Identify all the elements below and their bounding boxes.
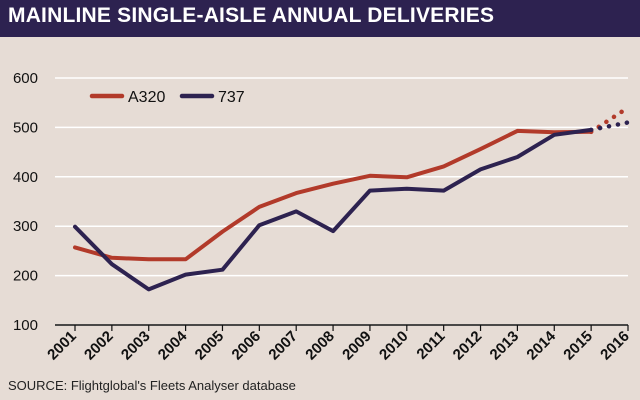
x-tick-label: 2011 bbox=[413, 328, 448, 363]
x-tick-label: 2009 bbox=[339, 328, 375, 364]
x-tick-label: 2016 bbox=[597, 328, 633, 364]
x-tick-label: 2002 bbox=[81, 328, 117, 364]
x-tick-label: 2003 bbox=[118, 328, 154, 364]
x-tick-label: 2006 bbox=[229, 328, 265, 364]
x-tick-label: 2010 bbox=[376, 328, 412, 364]
series-projection-a320 bbox=[588, 105, 631, 135]
series-projection-737 bbox=[588, 120, 631, 133]
legend-label-737: 737 bbox=[218, 89, 245, 106]
x-tick-label: 2013 bbox=[487, 328, 523, 364]
series-line-a320 bbox=[73, 128, 594, 262]
x-tick-label: 2001 bbox=[44, 328, 80, 364]
title-bar: MAINLINE SINGLE-AISLE ANNUAL DELIVERIES bbox=[0, 0, 640, 37]
y-tick-label: 300 bbox=[13, 218, 38, 235]
y-tick-label: 200 bbox=[13, 268, 38, 285]
x-tick-label: 2008 bbox=[302, 328, 338, 364]
x-tick-label: 2015 bbox=[560, 328, 596, 364]
legend-label-a320: A320 bbox=[128, 89, 165, 106]
y-tick-label: 100 bbox=[13, 317, 38, 334]
chart-title: MAINLINE SINGLE-AISLE ANNUAL DELIVERIES bbox=[8, 4, 495, 27]
series-line-737 bbox=[73, 127, 594, 292]
y-tick-label: 600 bbox=[13, 70, 38, 87]
x-tick-label: 2007 bbox=[265, 328, 301, 364]
x-tick-label: 2005 bbox=[192, 328, 228, 364]
y-tick-label: 500 bbox=[13, 119, 38, 136]
x-tick-label: 2004 bbox=[155, 327, 191, 363]
y-tick-label: 400 bbox=[13, 169, 38, 186]
x-tick-label: 2012 bbox=[450, 328, 486, 364]
source-note: SOURCE: Flightglobal's Fleets Analyser d… bbox=[8, 378, 296, 393]
x-tick-label: 2014 bbox=[523, 327, 559, 363]
